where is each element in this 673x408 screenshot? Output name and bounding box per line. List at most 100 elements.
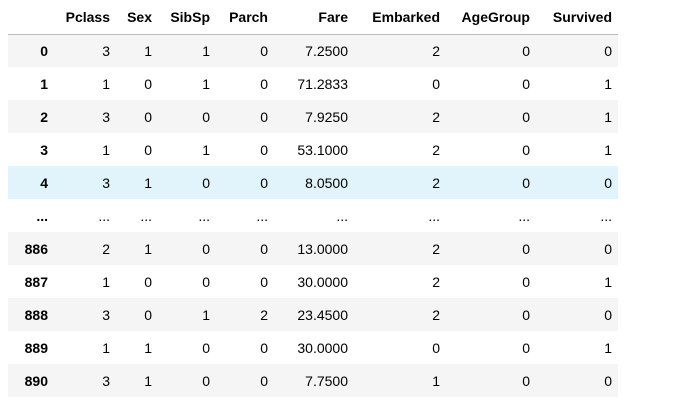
index-header	[8, 0, 54, 35]
column-header: Survived	[536, 0, 618, 35]
table-cell: 2	[432, 108, 440, 125]
dataframe-table: Pclass Sex SibSp Parch Fare Embarked AgeGroup S…	[8, 0, 618, 397]
table-cell: 30.0000	[297, 273, 348, 290]
table-cell: 0	[260, 240, 268, 257]
table-cell: 1	[202, 42, 210, 59]
header-row: Pclass Sex SibSp Parch Fare Embarked AgeGroup S…	[8, 0, 618, 35]
table-cell: ...	[600, 207, 612, 224]
table-cell: 0	[260, 75, 268, 92]
table-cell: ...	[140, 207, 152, 224]
table-cell: 1	[202, 306, 210, 323]
table-row: 887 1 0 0 0 30.0000 2 0 1	[8, 265, 618, 298]
table-cell: 0	[202, 108, 210, 125]
table-cell: 8.0500	[305, 174, 348, 191]
table-cell: 1	[144, 240, 152, 257]
table-cell: 0	[604, 240, 612, 257]
row-index: ...	[36, 207, 48, 224]
table-cell: 0	[522, 306, 530, 323]
table-cell: 0	[144, 141, 152, 158]
table-cell: 7.7500	[305, 372, 348, 389]
table-cell: 1	[604, 273, 612, 290]
table-cell: 3	[102, 306, 110, 323]
table-cell: 0	[260, 174, 268, 191]
table-cell: 0	[522, 372, 530, 389]
row-index: 2	[40, 108, 48, 125]
row-index: 3	[40, 141, 48, 158]
table-cell: 1	[202, 141, 210, 158]
table-cell: ...	[198, 207, 210, 224]
table-cell: 1	[144, 339, 152, 356]
table-cell: 0	[202, 240, 210, 257]
table-cell: 0	[604, 174, 612, 191]
table-cell: 0	[432, 339, 440, 356]
table-cell: 2	[432, 174, 440, 191]
table-cell: 3	[102, 108, 110, 125]
table-cell: 0	[604, 306, 612, 323]
row-index: 0	[40, 42, 48, 59]
table-cell: 71.2833	[297, 75, 348, 92]
table-cell: 53.1000	[297, 141, 348, 158]
table-cell: 3	[102, 174, 110, 191]
row-index: 4	[40, 174, 48, 191]
column-header: Fare	[274, 0, 354, 35]
table-cell: 0	[604, 42, 612, 59]
table-cell: 2	[432, 273, 440, 290]
table-cell: 7.2500	[305, 42, 348, 59]
table-row: 886 2 1 0 0 13.0000 2 0 0	[8, 232, 618, 265]
table-cell: 1	[604, 75, 612, 92]
table-cell: 0	[522, 174, 530, 191]
table-cell: 1	[604, 141, 612, 158]
table-cell: 1	[102, 141, 110, 158]
table-cell: 0	[260, 108, 268, 125]
table-cell: 7.9250	[305, 108, 348, 125]
table-cell: 0	[522, 75, 530, 92]
table-cell: 1	[144, 42, 152, 59]
table-cell: 1	[604, 339, 612, 356]
table-cell: 0	[202, 174, 210, 191]
table-cell: 1	[102, 339, 110, 356]
column-header: Embarked	[354, 0, 446, 35]
row-index: 886	[24, 240, 48, 257]
table-cell: 2	[432, 240, 440, 257]
table-cell: 13.0000	[297, 240, 348, 257]
table-cell: 1	[604, 108, 612, 125]
table-row: ...........................	[8, 199, 618, 232]
table-row: 0 3 1 1 0 7.2500 2 0 0	[8, 34, 618, 67]
table-cell: 1	[202, 75, 210, 92]
row-index: 890	[24, 372, 48, 389]
table-row: 3 1 0 1 0 53.1000 2 0 1	[8, 133, 618, 166]
table-cell: 3	[102, 42, 110, 59]
table-cell: 1	[144, 372, 152, 389]
table-cell: ...	[428, 207, 440, 224]
table-body: 0 3 1 1 0 7.2500 2 0 0 1 1 0 1 0 71.2833 0 0 1 2 3 0 0 0 7.9250…	[8, 34, 618, 397]
column-header: Sex	[116, 0, 158, 35]
table-row: 890 3 1 0 0 7.7500 1 0 0	[8, 364, 618, 397]
table-cell: 2	[432, 141, 440, 158]
table-cell: ...	[336, 207, 348, 224]
table-header: Pclass Sex SibSp Parch Fare Embarked AgeGroup S…	[8, 0, 618, 35]
table-cell: 0	[260, 372, 268, 389]
table-row: 888 3 0 1 2 23.4500 2 0 0	[8, 298, 618, 331]
table-cell: 1	[432, 372, 440, 389]
table-cell: ...	[98, 207, 110, 224]
table-cell: 2	[260, 306, 268, 323]
row-index: 887	[24, 273, 48, 290]
table-cell: 0	[202, 372, 210, 389]
table-cell: 0	[522, 339, 530, 356]
table-cell: 0	[522, 141, 530, 158]
table-cell: 1	[102, 75, 110, 92]
table-cell: 0	[260, 141, 268, 158]
table-cell: 0	[144, 75, 152, 92]
table-cell: 0	[522, 108, 530, 125]
table-cell: 30.0000	[297, 339, 348, 356]
table-cell: 0	[144, 108, 152, 125]
dataframe-output: Pclass Sex SibSp Parch Fare Embarked AgeGroup S…	[8, 0, 618, 397]
table-cell: 2	[102, 240, 110, 257]
table-cell: ...	[256, 207, 268, 224]
table-cell: 23.4500	[297, 306, 348, 323]
column-header: Parch	[216, 0, 274, 35]
table-row: 4 3 1 0 0 8.0500 2 0 0	[8, 166, 618, 199]
table-cell: 2	[432, 42, 440, 59]
table-cell: 0	[432, 75, 440, 92]
table-cell: 3	[102, 372, 110, 389]
